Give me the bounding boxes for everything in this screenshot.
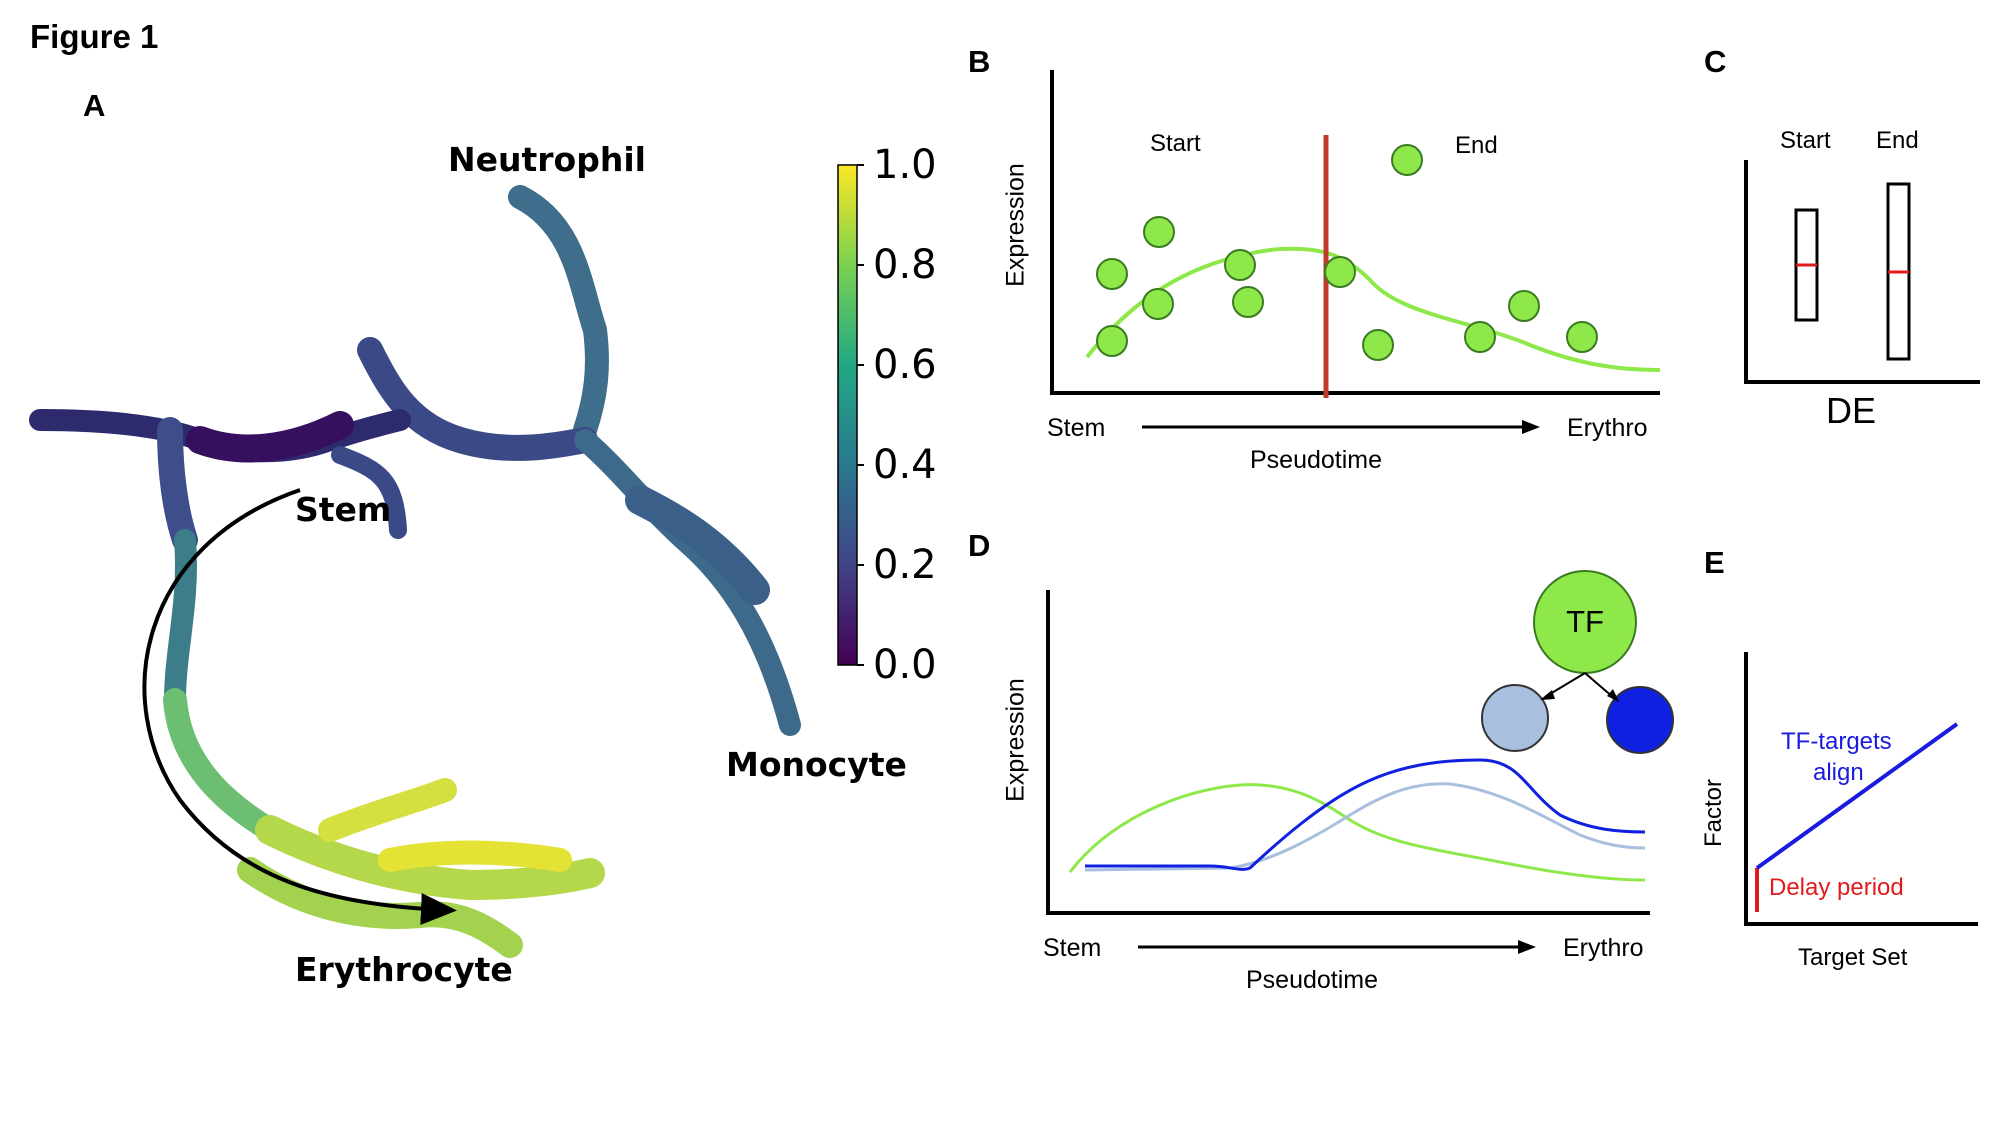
- panel-b-points: [1096, 144, 1598, 361]
- panel-b-x-start: Stem: [1047, 414, 1106, 442]
- branch-trunk: [357, 337, 598, 461]
- panel-c-box-label: Start: [1780, 127, 1831, 154]
- label-erythrocyte: Erythrocyte: [295, 950, 513, 989]
- panel-b-point: [1232, 286, 1264, 318]
- panel-b-point: [1142, 288, 1174, 320]
- panel-b-point: [1324, 256, 1356, 288]
- panel-b-x-end: Erythro: [1567, 414, 1648, 442]
- colorbar-tick-label: 0.2: [873, 542, 937, 588]
- panel-b-curve: [1085, 246, 1661, 372]
- panel-d-xlabel: Pseudotime: [1246, 966, 1379, 994]
- colorbar-tick-label: 0.0: [873, 642, 937, 688]
- panel-label-c: C: [1704, 44, 1727, 79]
- panel-e-xlabel: Target Set: [1798, 944, 1908, 971]
- panel-b-region-start: Start: [1150, 130, 1201, 157]
- panel-label-b: B: [968, 44, 991, 79]
- panel-b-point: [1464, 321, 1496, 353]
- target-node-dark: [1606, 686, 1674, 754]
- panel-b-xlabel: Pseudotime: [1250, 446, 1383, 474]
- panel-label-d: D: [968, 528, 991, 563]
- branch-erythroid-early: [164, 529, 198, 711]
- panel-b-point: [1508, 290, 1540, 322]
- panel-c-axes: [1744, 160, 1980, 384]
- panel-e-annot-delay: Delay period: [1769, 874, 1904, 901]
- figure-title: Figure 1: [30, 18, 159, 55]
- panel-d-x-start: Stem: [1043, 934, 1102, 962]
- colorbar-ticks: [857, 164, 864, 666]
- panel-e-annot-align-2: align: [1813, 759, 1864, 786]
- colorbar-tick-label: 0.6: [873, 342, 937, 388]
- label-neutrophil: Neutrophil: [448, 140, 646, 179]
- panel-b-axes: [1050, 70, 1660, 395]
- target-node-light: [1481, 684, 1549, 752]
- panel-d-curve-tf: [1068, 783, 1646, 882]
- panel-b-point: [1362, 329, 1394, 361]
- branch-neutrophil: [508, 185, 609, 442]
- label-stem: Stem: [295, 490, 392, 529]
- panel-b-point: [1096, 258, 1128, 290]
- panel-d-curve-target-light: [1084, 782, 1646, 872]
- panel-d-x-end: Erythro: [1563, 934, 1644, 962]
- panel-b-point: [1224, 249, 1256, 281]
- panel-b-region-end: End: [1455, 132, 1498, 159]
- panel-b-point: [1143, 216, 1175, 248]
- panel-e-align-line: [1755, 722, 1959, 870]
- colorbar-tick-label: 0.4: [873, 442, 937, 488]
- panel-d-curve-target-dark: [1085, 758, 1646, 871]
- panel-label-a: A: [83, 88, 106, 123]
- colorbar-tick-label: 1.0: [873, 142, 937, 188]
- panel-c-xlabel: DE: [1826, 390, 1877, 431]
- panel-e-annot-align-1: TF-targets: [1781, 728, 1892, 755]
- colorbar-tick-label: 0.8: [873, 242, 937, 288]
- panel-b-point: [1096, 325, 1128, 357]
- tf-node-label: TF: [1566, 604, 1604, 639]
- trajectory-arrow: [142, 488, 457, 925]
- panel-c-box-label: End: [1876, 127, 1919, 154]
- branch-erythroid-late: [255, 815, 605, 901]
- colorbar: [837, 164, 858, 666]
- panel-e-ylabel: Factor: [1700, 778, 1727, 848]
- label-monocyte: Monocyte: [726, 745, 907, 784]
- panel-label-e: E: [1704, 545, 1725, 580]
- panel-e-axes: [1744, 652, 1978, 926]
- panel-b-point: [1391, 144, 1423, 176]
- panel-b-point: [1566, 321, 1598, 353]
- panel-d-axes: [1046, 590, 1650, 915]
